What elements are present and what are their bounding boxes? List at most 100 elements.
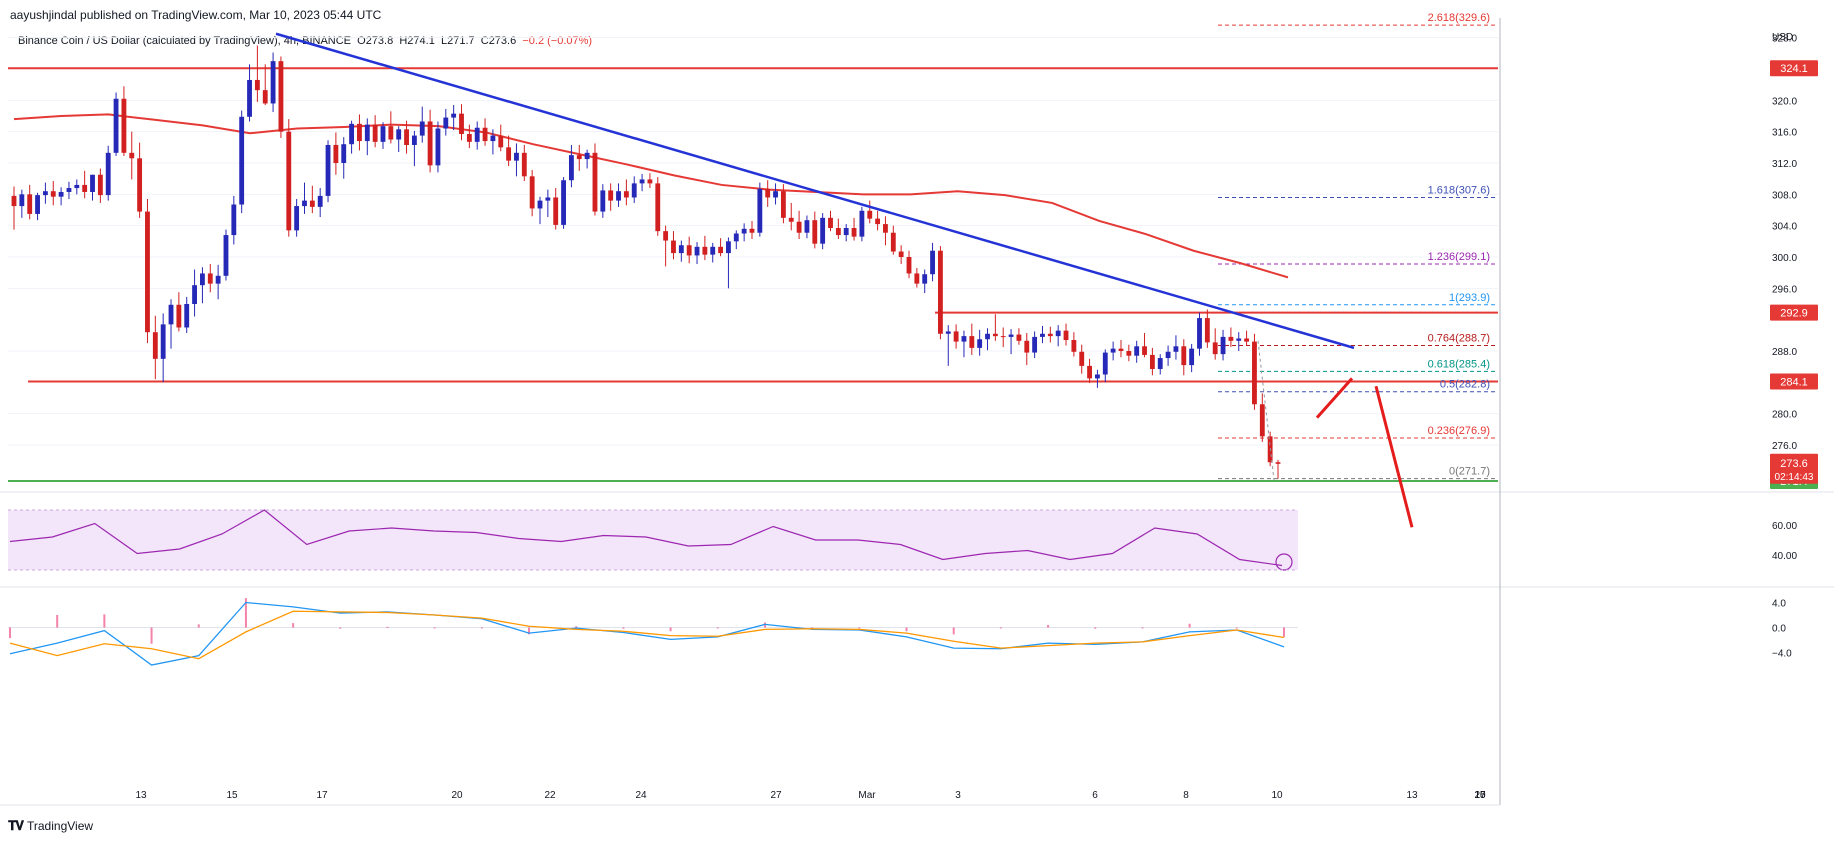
candle-body [1275, 462, 1281, 464]
macd-histogram-bar [528, 627, 531, 635]
candle-body [710, 246, 716, 255]
candle-body [804, 220, 810, 233]
candle-body [231, 204, 237, 236]
candle-body [969, 336, 975, 348]
candle-body [576, 155, 582, 160]
moving-average [13, 113, 1289, 279]
tradingview-footer[interactable]: 𝐓𝐕 TradingView [8, 818, 93, 834]
tradingview-logo-icon: 𝐓𝐕 [8, 818, 24, 833]
candle-body [820, 217, 826, 244]
candle-body [890, 232, 896, 252]
annotations [1257, 340, 1414, 571]
macd-histogram-bar [858, 627, 861, 629]
price-tick: 316.0 [1772, 128, 1797, 139]
candle-body [357, 123, 362, 142]
macd-histogram-bar [952, 627, 955, 635]
candle-body [396, 129, 402, 140]
fib-label-0.764: 0.764(288.7) [1428, 333, 1490, 345]
candle-body [529, 176, 535, 209]
candle-body [623, 191, 629, 198]
candle-body [262, 90, 268, 104]
time-tick: 8 [1183, 790, 1189, 801]
alert-icon [1275, 553, 1293, 571]
candle-body [1244, 338, 1250, 342]
candle-body [11, 195, 17, 207]
candle-body [561, 180, 566, 225]
candle-body [930, 250, 935, 275]
time-tick: 13 [135, 790, 147, 801]
candle-body [584, 152, 590, 160]
candle-body [466, 134, 472, 142]
candle-body [82, 184, 88, 192]
macd-histogram-bar [1188, 623, 1191, 628]
price-label-resistance-292: 292.9 [1780, 308, 1808, 320]
time-tick: 15 [226, 790, 238, 801]
macd-histogram-bar [56, 615, 59, 628]
macd-histogram-bar [150, 627, 153, 644]
candle-body [66, 188, 72, 192]
time-tick: 20 [451, 790, 463, 801]
candle-body [168, 304, 174, 325]
candle-body [694, 246, 700, 256]
candle-body [419, 121, 425, 136]
candle-body [184, 304, 190, 328]
candle-body [129, 152, 135, 159]
projection-up-arrow [1315, 377, 1354, 419]
macd-histogram-bar [1235, 627, 1238, 629]
projection-down-arrow [1374, 385, 1414, 528]
candle-body [718, 246, 724, 254]
macd-histogram-bar [811, 627, 814, 629]
bar-countdown: 02:14:43 [1775, 472, 1814, 483]
candle-body [380, 126, 386, 142]
candle-body [42, 191, 48, 196]
macd-histogram-bar [103, 614, 106, 628]
candle-body [27, 194, 33, 214]
candle-body [521, 152, 527, 177]
rsi-tick: 60.00 [1772, 521, 1797, 532]
candles [11, 45, 1281, 479]
candle-body [372, 124, 378, 142]
candle-body [451, 113, 457, 118]
macd-indicator [8, 598, 1298, 666]
price-tick: 276.0 [1772, 441, 1797, 452]
candle-body [537, 200, 543, 209]
price-tick: 304.0 [1772, 222, 1797, 233]
candle-body [341, 144, 347, 163]
candle-body [192, 285, 197, 304]
candle-body [631, 183, 637, 198]
candle-body [545, 197, 551, 201]
candle-body [498, 135, 504, 148]
candle-body [828, 217, 833, 229]
price-tick: 300.0 [1772, 253, 1797, 264]
macd-histogram-bar [575, 626, 578, 628]
macd-histogram-bar [1141, 627, 1144, 629]
fib-label-0.5: 0.5(282.8) [1440, 379, 1490, 391]
candle-body [749, 228, 755, 233]
candle-body [875, 218, 881, 225]
candle-body [1071, 340, 1077, 352]
candle-body [1047, 333, 1053, 337]
candle-body [1173, 346, 1179, 352]
macd-tick: −4.0 [1772, 649, 1792, 660]
price-tick: 296.0 [1772, 284, 1797, 295]
candle-body [757, 188, 763, 233]
candle-body [1032, 336, 1038, 353]
candle-body [765, 188, 771, 198]
candle-body [349, 123, 355, 145]
candle-body [474, 127, 480, 142]
candle-body [961, 336, 967, 342]
time-tick: 3 [955, 790, 961, 801]
time-tick: 17 [1474, 790, 1486, 801]
candle-body [1126, 351, 1132, 356]
candle-body [113, 98, 119, 153]
candle-body [19, 194, 25, 207]
candle-body [977, 339, 983, 348]
candle-body [270, 61, 276, 104]
candle-body [137, 158, 143, 212]
candle-body [655, 183, 661, 232]
fib-label-1: 1(293.9) [1449, 292, 1490, 304]
candle-body [302, 200, 307, 207]
projection-dashed-line [1257, 340, 1275, 481]
